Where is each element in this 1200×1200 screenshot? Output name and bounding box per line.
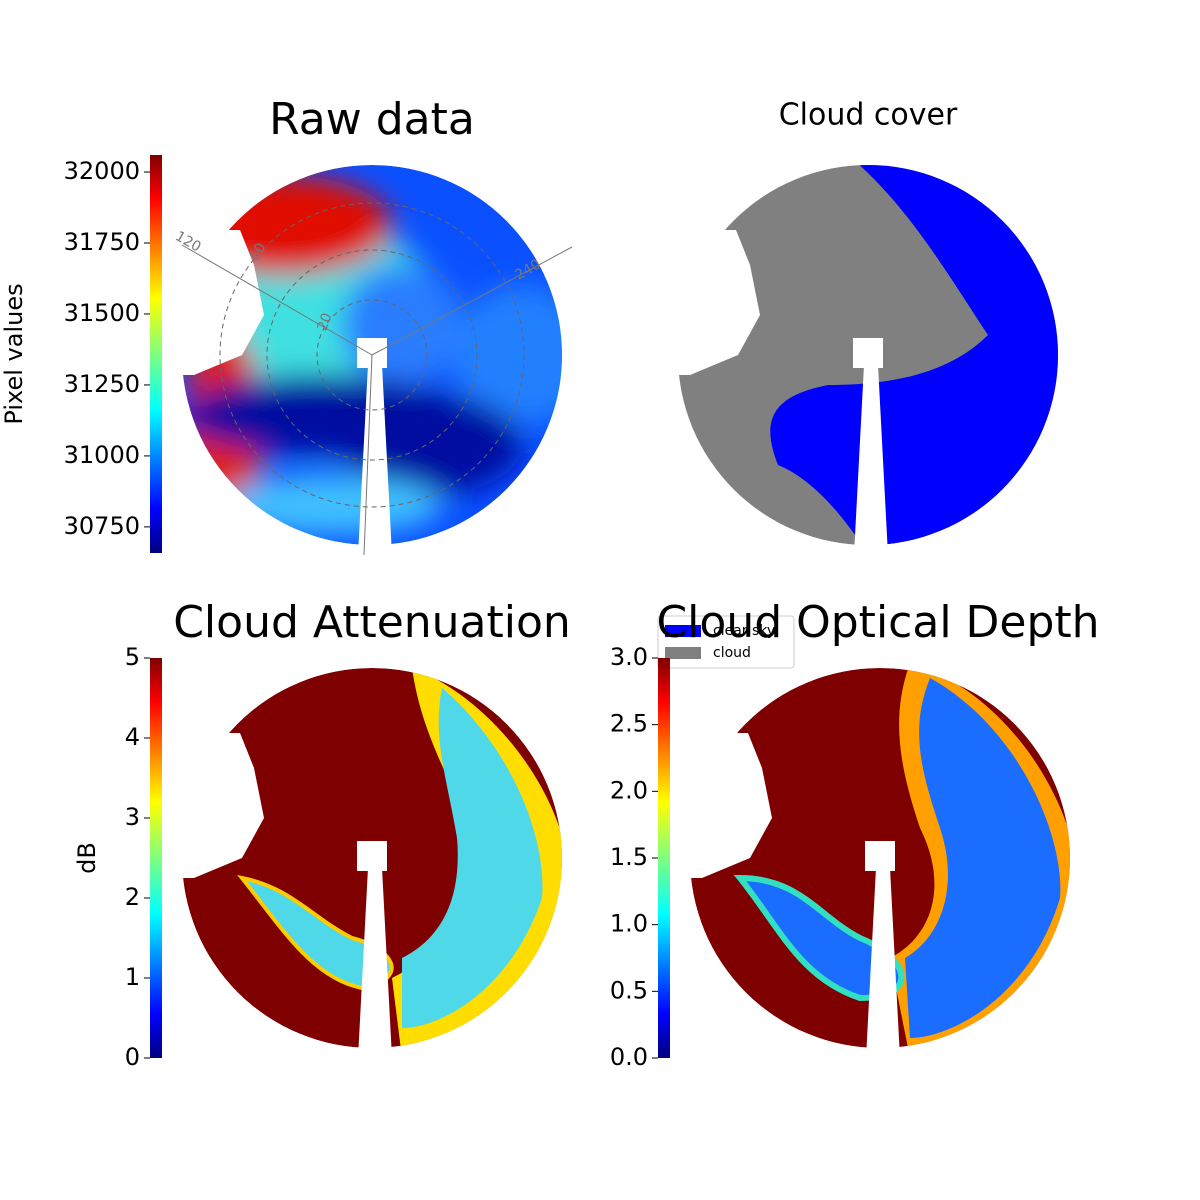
chart-title: Cloud cover — [779, 98, 958, 133]
polar-label: 60 — [247, 240, 270, 263]
colorbar-tick-label: 0.0 — [610, 1043, 648, 1071]
legend-swatch — [665, 625, 701, 637]
colorbar-tick-label: 31500 — [64, 299, 140, 327]
colorbar — [150, 155, 162, 553]
chart-layer: Raw data307503100031250315003175032000Pi… — [0, 94, 1100, 1071]
colorbar-tick-label: 2 — [125, 883, 140, 911]
colorbar-tick-label: 31250 — [64, 370, 140, 398]
polar-label: 20 — [314, 311, 335, 333]
colorbar-tick-label: 32000 — [64, 157, 140, 185]
colorbar-tick-label: 3 — [125, 803, 140, 831]
colorbar-tick-label: 2.0 — [610, 776, 648, 804]
colorbar-tick-label: 30750 — [64, 512, 140, 540]
colorbar-tick-label: 2.5 — [610, 710, 648, 738]
colorbar — [150, 658, 162, 1058]
chart-title: Raw data — [269, 94, 475, 145]
colorbar-tick-label: 1.5 — [610, 843, 648, 871]
legend-label: cloud — [713, 645, 751, 661]
colorbar-tick-label: 31750 — [64, 228, 140, 256]
legend-swatch — [665, 647, 701, 659]
raw-image — [132, 165, 573, 556]
colorbar-tick-label: 1 — [125, 963, 140, 991]
colorbar-tick-label: 1.0 — [610, 910, 648, 938]
polar-axis — [371, 246, 573, 356]
cloud-cover-image — [628, 165, 1058, 555]
colorbar-label: dB — [73, 842, 101, 874]
colorbar-tick-label: 0.5 — [610, 976, 648, 1004]
colorbar-tick-label: 3.0 — [610, 643, 648, 671]
colorbar-label: Pixel values — [0, 283, 28, 424]
polar-grid — [219, 202, 525, 508]
polar-axis — [181, 244, 373, 356]
chart-title: Cloud Attenuation — [173, 597, 571, 648]
colorbar — [658, 658, 670, 1058]
legend-label: clear sky — [713, 623, 775, 639]
colorbar-tick-label: 0 — [125, 1043, 140, 1071]
polar-axis — [363, 354, 373, 556]
colorbar-tick-label: 31000 — [64, 441, 140, 469]
chart-title: Cloud Optical Depth — [656, 597, 1099, 648]
optical-depth-image — [640, 668, 1070, 1058]
colorbar-tick-label: 5 — [125, 643, 140, 671]
colorbar-tick-label: 4 — [125, 723, 140, 751]
attenuation-image — [132, 668, 562, 1058]
